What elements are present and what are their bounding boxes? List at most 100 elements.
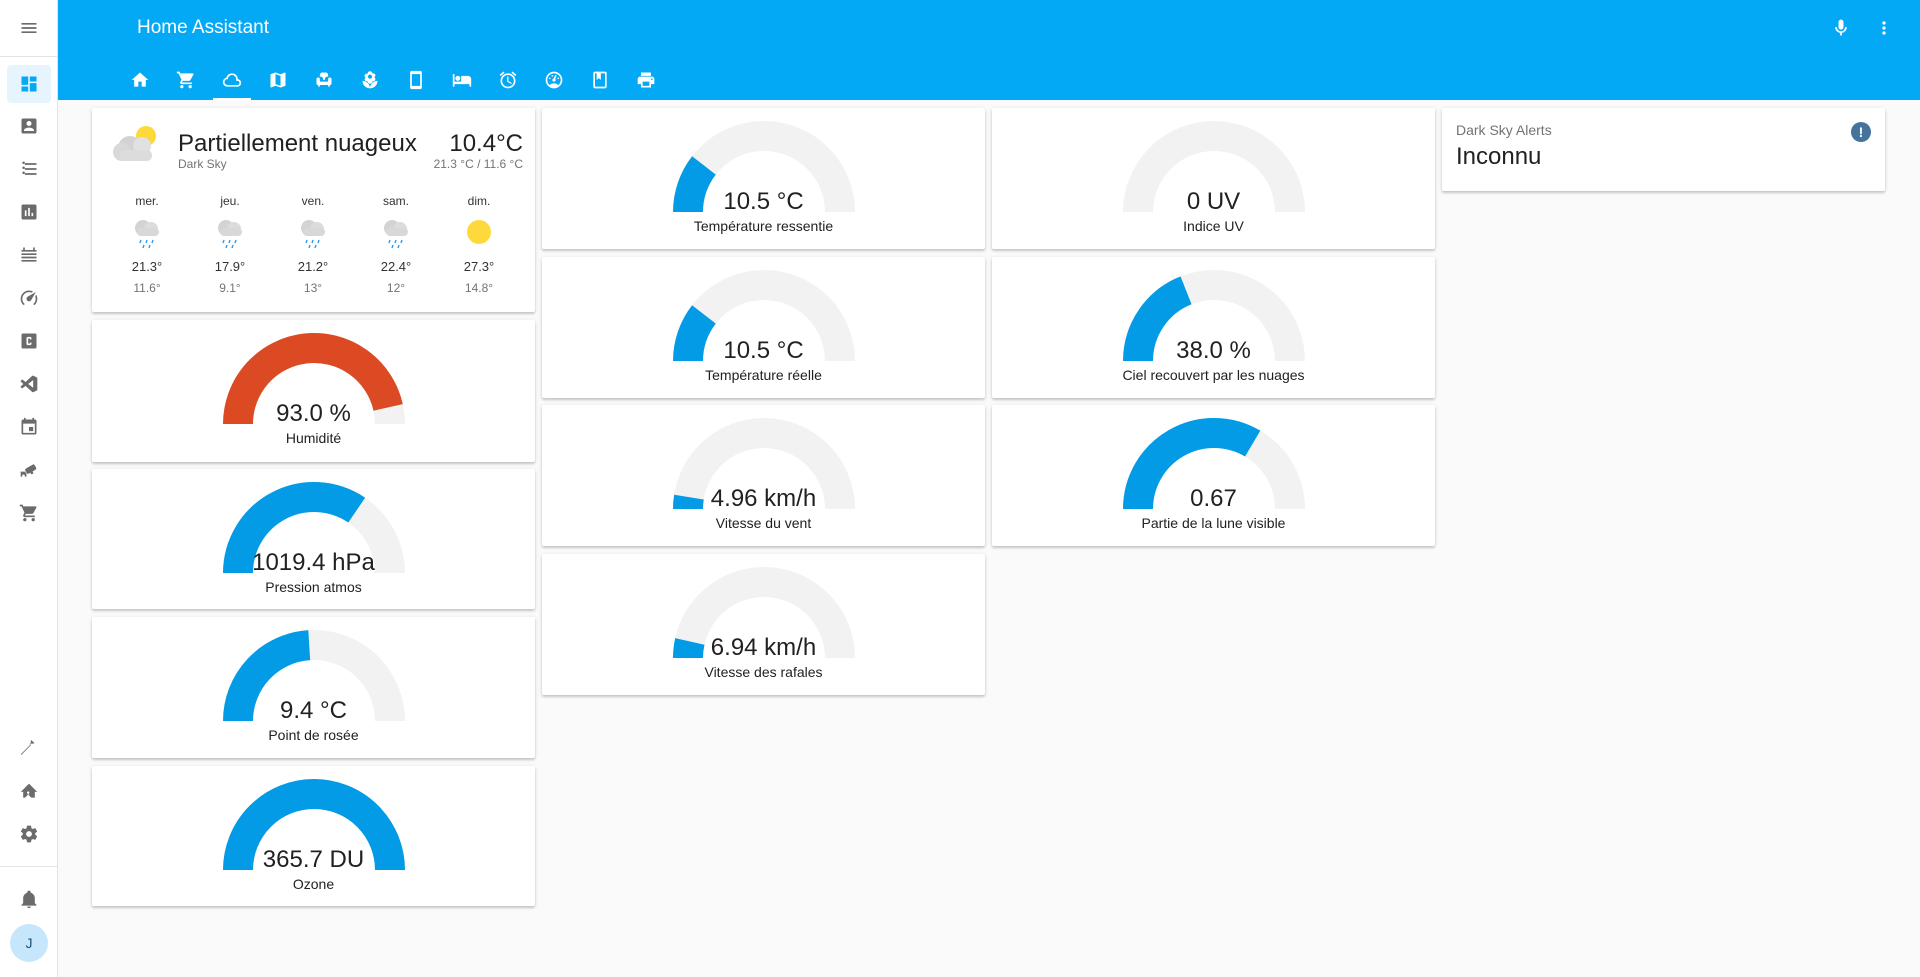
bed-icon <box>452 74 472 87</box>
gauge-card-ozone[interactable]: 365.7 DU Ozone <box>92 766 535 906</box>
gauge-arc <box>672 418 855 509</box>
gauge-arc <box>672 567 855 658</box>
user-initial: J <box>25 935 33 951</box>
forecast-day: ven. 21.2° 13° <box>283 194 343 295</box>
alarm-icon <box>499 71 517 89</box>
sidebar: J <box>0 0 58 977</box>
cart-icon <box>19 504 37 522</box>
gauge-card-ressentie[interactable]: 10.5 °C Température ressentie <box>542 108 985 249</box>
weather-source: Dark Sky <box>178 157 227 171</box>
rainy-icon <box>135 220 159 249</box>
sidebar-item-cctv[interactable] <box>7 451 51 489</box>
tab-home[interactable] <box>117 60 163 100</box>
gauge-card-rafales[interactable]: 6.94 km/h Vitesse des rafales <box>542 554 985 695</box>
hamburger-menu-icon <box>21 23 37 33</box>
sidebar-item-logbook[interactable] <box>7 150 51 188</box>
tab-weather[interactable] <box>209 60 255 100</box>
gauge-card-pression[interactable]: 1019.4 hPa Pression atmos <box>92 469 535 609</box>
tab-printer[interactable] <box>623 60 669 100</box>
gauge-arc <box>672 270 855 361</box>
gauge-value: 93.0 % <box>276 400 351 427</box>
tab-notebook[interactable] <box>577 60 623 100</box>
forecast-low: 14.8° <box>464 281 494 295</box>
forecast-high: 27.3° <box>463 259 495 274</box>
gauge-value: 10.5 °C <box>723 188 804 215</box>
gauge-label: Température réelle <box>705 367 822 383</box>
sidebar-item-c[interactable] <box>7 322 51 360</box>
sidebar-item-settings[interactable] <box>7 815 51 853</box>
menu-button[interactable] <box>0 0 58 57</box>
gauge-value: 4.96 km/h <box>710 485 817 512</box>
tab-energy[interactable] <box>531 60 577 100</box>
sidebar-item-shopping[interactable] <box>7 494 51 532</box>
sidebar-item-calendar[interactable] <box>7 408 51 446</box>
gauge-card-reelle[interactable]: 10.5 °C Température réelle <box>542 257 985 398</box>
book-icon <box>593 71 607 89</box>
gauge-label: Partie de la lune visible <box>1141 515 1286 531</box>
tab-mobile[interactable] <box>393 60 439 100</box>
overflow-menu-button[interactable] <box>1870 14 1898 42</box>
gauge-label: Ozone <box>292 876 335 892</box>
tab-shopping[interactable] <box>163 60 209 100</box>
vscode-icon <box>20 375 38 393</box>
forecast-day: sam. 22.4° 12° <box>366 194 426 295</box>
alert-circle-icon: ! <box>1851 122 1871 142</box>
entity-state: Inconnu <box>1456 143 1542 170</box>
gauge-card-lune[interactable]: 0.67 Partie de la lune visible <box>992 405 1435 546</box>
user-avatar[interactable]: J <box>10 924 48 962</box>
forecast-high: 21.3° <box>131 259 163 274</box>
forecast-day-name: sam. <box>382 194 409 208</box>
list-icon <box>22 161 37 175</box>
tab-garden[interactable] <box>347 60 393 100</box>
gauge-card-uv[interactable]: 0 UV Indice UV <box>992 108 1435 249</box>
sofa-icon <box>316 72 332 87</box>
gauge-label: Humidité <box>285 430 342 446</box>
sidebar-item-overview[interactable] <box>7 65 51 103</box>
gauge-card-vent[interactable]: 4.96 km/h Vitesse du vent <box>542 405 985 546</box>
gauge-value: 1019.4 hPa <box>252 549 375 576</box>
dashboard-icon <box>21 76 37 92</box>
sidebar-item-history[interactable] <box>7 193 51 231</box>
forecast-day-name: ven. <box>301 194 325 208</box>
flower-icon <box>362 71 378 89</box>
app-header: Home Assistant <box>58 0 1920 100</box>
gauge-card-humidite[interactable]: 93.0 % Humidité <box>92 320 535 462</box>
forecast-high: 22.4° <box>380 259 412 274</box>
bell-icon <box>21 890 37 909</box>
memory-icon <box>21 247 37 262</box>
gauge-card-nuages[interactable]: 38.0 % Ciel recouvert par les nuages <box>992 257 1435 398</box>
account-box-icon <box>21 118 37 134</box>
sidebar-item-developer-tools[interactable] <box>7 729 51 767</box>
gauge-card-rosee[interactable]: 9.4 °C Point de rosée <box>92 617 535 758</box>
gauge-value: 0 UV <box>1186 188 1241 215</box>
forecast-day-name: dim. <box>467 194 491 208</box>
weather-forecast-card[interactable]: Partiellement nuageux Dark Sky 10.4°C 21… <box>92 108 535 312</box>
tab-alarm[interactable] <box>485 60 531 100</box>
sidebar-item-supervisor[interactable] <box>7 772 51 810</box>
gauge-label: Point de rosée <box>268 727 359 743</box>
sidebar-item-vscode[interactable] <box>7 365 51 403</box>
tab-map[interactable] <box>255 60 301 100</box>
cart-icon <box>176 71 194 89</box>
entity-card-dark-sky-alerts[interactable]: Dark Sky Alerts Inconnu ! <box>1442 108 1885 191</box>
cctv-icon <box>20 464 37 477</box>
gauge-label: Pression atmos <box>265 579 362 595</box>
gauge-value: 9.4 °C <box>280 697 347 724</box>
app-title: Home Assistant <box>137 17 269 38</box>
voice-button[interactable] <box>1827 14 1855 42</box>
sidebar-item-notifications[interactable] <box>7 880 51 918</box>
forecast-high: 21.2° <box>297 259 329 274</box>
map-icon <box>270 72 286 88</box>
tab-bedroom[interactable] <box>439 60 485 100</box>
gauge-arc <box>1122 121 1305 212</box>
sidebar-item-hacs[interactable] <box>7 236 51 274</box>
sidebar-item-persons[interactable] <box>7 107 51 145</box>
gauge-icon <box>545 71 563 89</box>
sidebar-item-energy[interactable] <box>7 279 51 317</box>
rainy-icon <box>218 220 242 249</box>
gauge-arc <box>1122 270 1305 361</box>
home-assistant-icon <box>20 783 38 798</box>
gauge-value: 365.7 DU <box>262 846 365 873</box>
dots-vertical-icon <box>1882 21 1886 35</box>
tab-living-room[interactable] <box>301 60 347 100</box>
